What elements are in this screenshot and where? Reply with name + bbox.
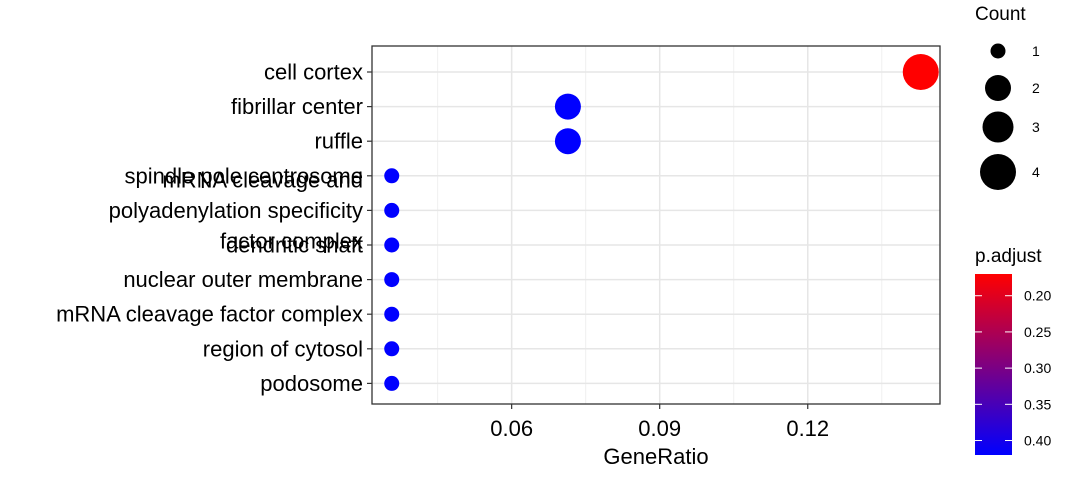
x-axis-title: GeneRatio bbox=[603, 444, 708, 469]
y-tick-label: nuclear outer membrane bbox=[123, 267, 363, 292]
y-tick-label: spindle pole centrosome bbox=[125, 163, 363, 188]
y-tick-label: cell cortex bbox=[264, 60, 363, 85]
plot-panel-border bbox=[371, 45, 941, 405]
size-legend-key bbox=[985, 75, 1011, 101]
size-legend-label: 4 bbox=[1032, 164, 1040, 180]
data-point bbox=[384, 375, 400, 391]
data-point bbox=[384, 168, 400, 184]
data-point bbox=[554, 93, 581, 120]
size-legend-key bbox=[982, 111, 1014, 143]
data-point bbox=[384, 306, 400, 322]
y-tick-label: mRNA cleavage factor complex bbox=[56, 302, 363, 327]
color-legend-label: 0.40 bbox=[1024, 433, 1051, 449]
size-legend-key bbox=[990, 43, 1006, 59]
color-legend-label: 0.20 bbox=[1024, 288, 1051, 304]
data-point bbox=[384, 272, 400, 288]
grid-lines bbox=[372, 46, 940, 404]
y-tick-label: dendritic shaft bbox=[226, 233, 363, 258]
size-legend-title: Count bbox=[975, 4, 1026, 25]
data-point bbox=[384, 341, 400, 357]
y-tick-label: region of cytosol bbox=[203, 336, 363, 361]
color-legend-label: 0.35 bbox=[1024, 396, 1051, 412]
x-tick-label: 0.06 bbox=[490, 416, 533, 441]
color-legend-bar bbox=[975, 274, 1012, 455]
y-tick-label: mRNA cleavage and polyadenylation specifi… bbox=[109, 167, 363, 253]
x-tick-label: 0.12 bbox=[786, 416, 829, 441]
size-legend-label: 1 bbox=[1032, 43, 1040, 59]
y-tick-label: ruffle bbox=[314, 129, 363, 154]
size-legend-label: 3 bbox=[1032, 119, 1040, 135]
data-point bbox=[554, 128, 581, 155]
legends: Count 1 2 3 4 p.adjust 0.20 0.25 0.30 0.35 0.40 bbox=[975, 4, 1051, 455]
data-point bbox=[384, 237, 400, 253]
size-legend-key bbox=[980, 154, 1016, 190]
color-legend-label: 0.25 bbox=[1024, 324, 1051, 340]
size-legend-label: 2 bbox=[1032, 80, 1040, 96]
data-point bbox=[902, 54, 939, 90]
color-legend-label: 0.30 bbox=[1024, 360, 1051, 376]
y-tick-label: fibrillar center bbox=[231, 94, 363, 119]
data-point bbox=[384, 202, 400, 218]
x-tick-label: 0.09 bbox=[638, 416, 681, 441]
y-tick-label: podosome bbox=[260, 371, 363, 396]
data-points bbox=[384, 54, 939, 391]
color-legend-title: p.adjust bbox=[975, 246, 1042, 267]
axes: 0.06 0.09 0.12 cell cortex fibrillar center r… bbox=[56, 60, 829, 442]
